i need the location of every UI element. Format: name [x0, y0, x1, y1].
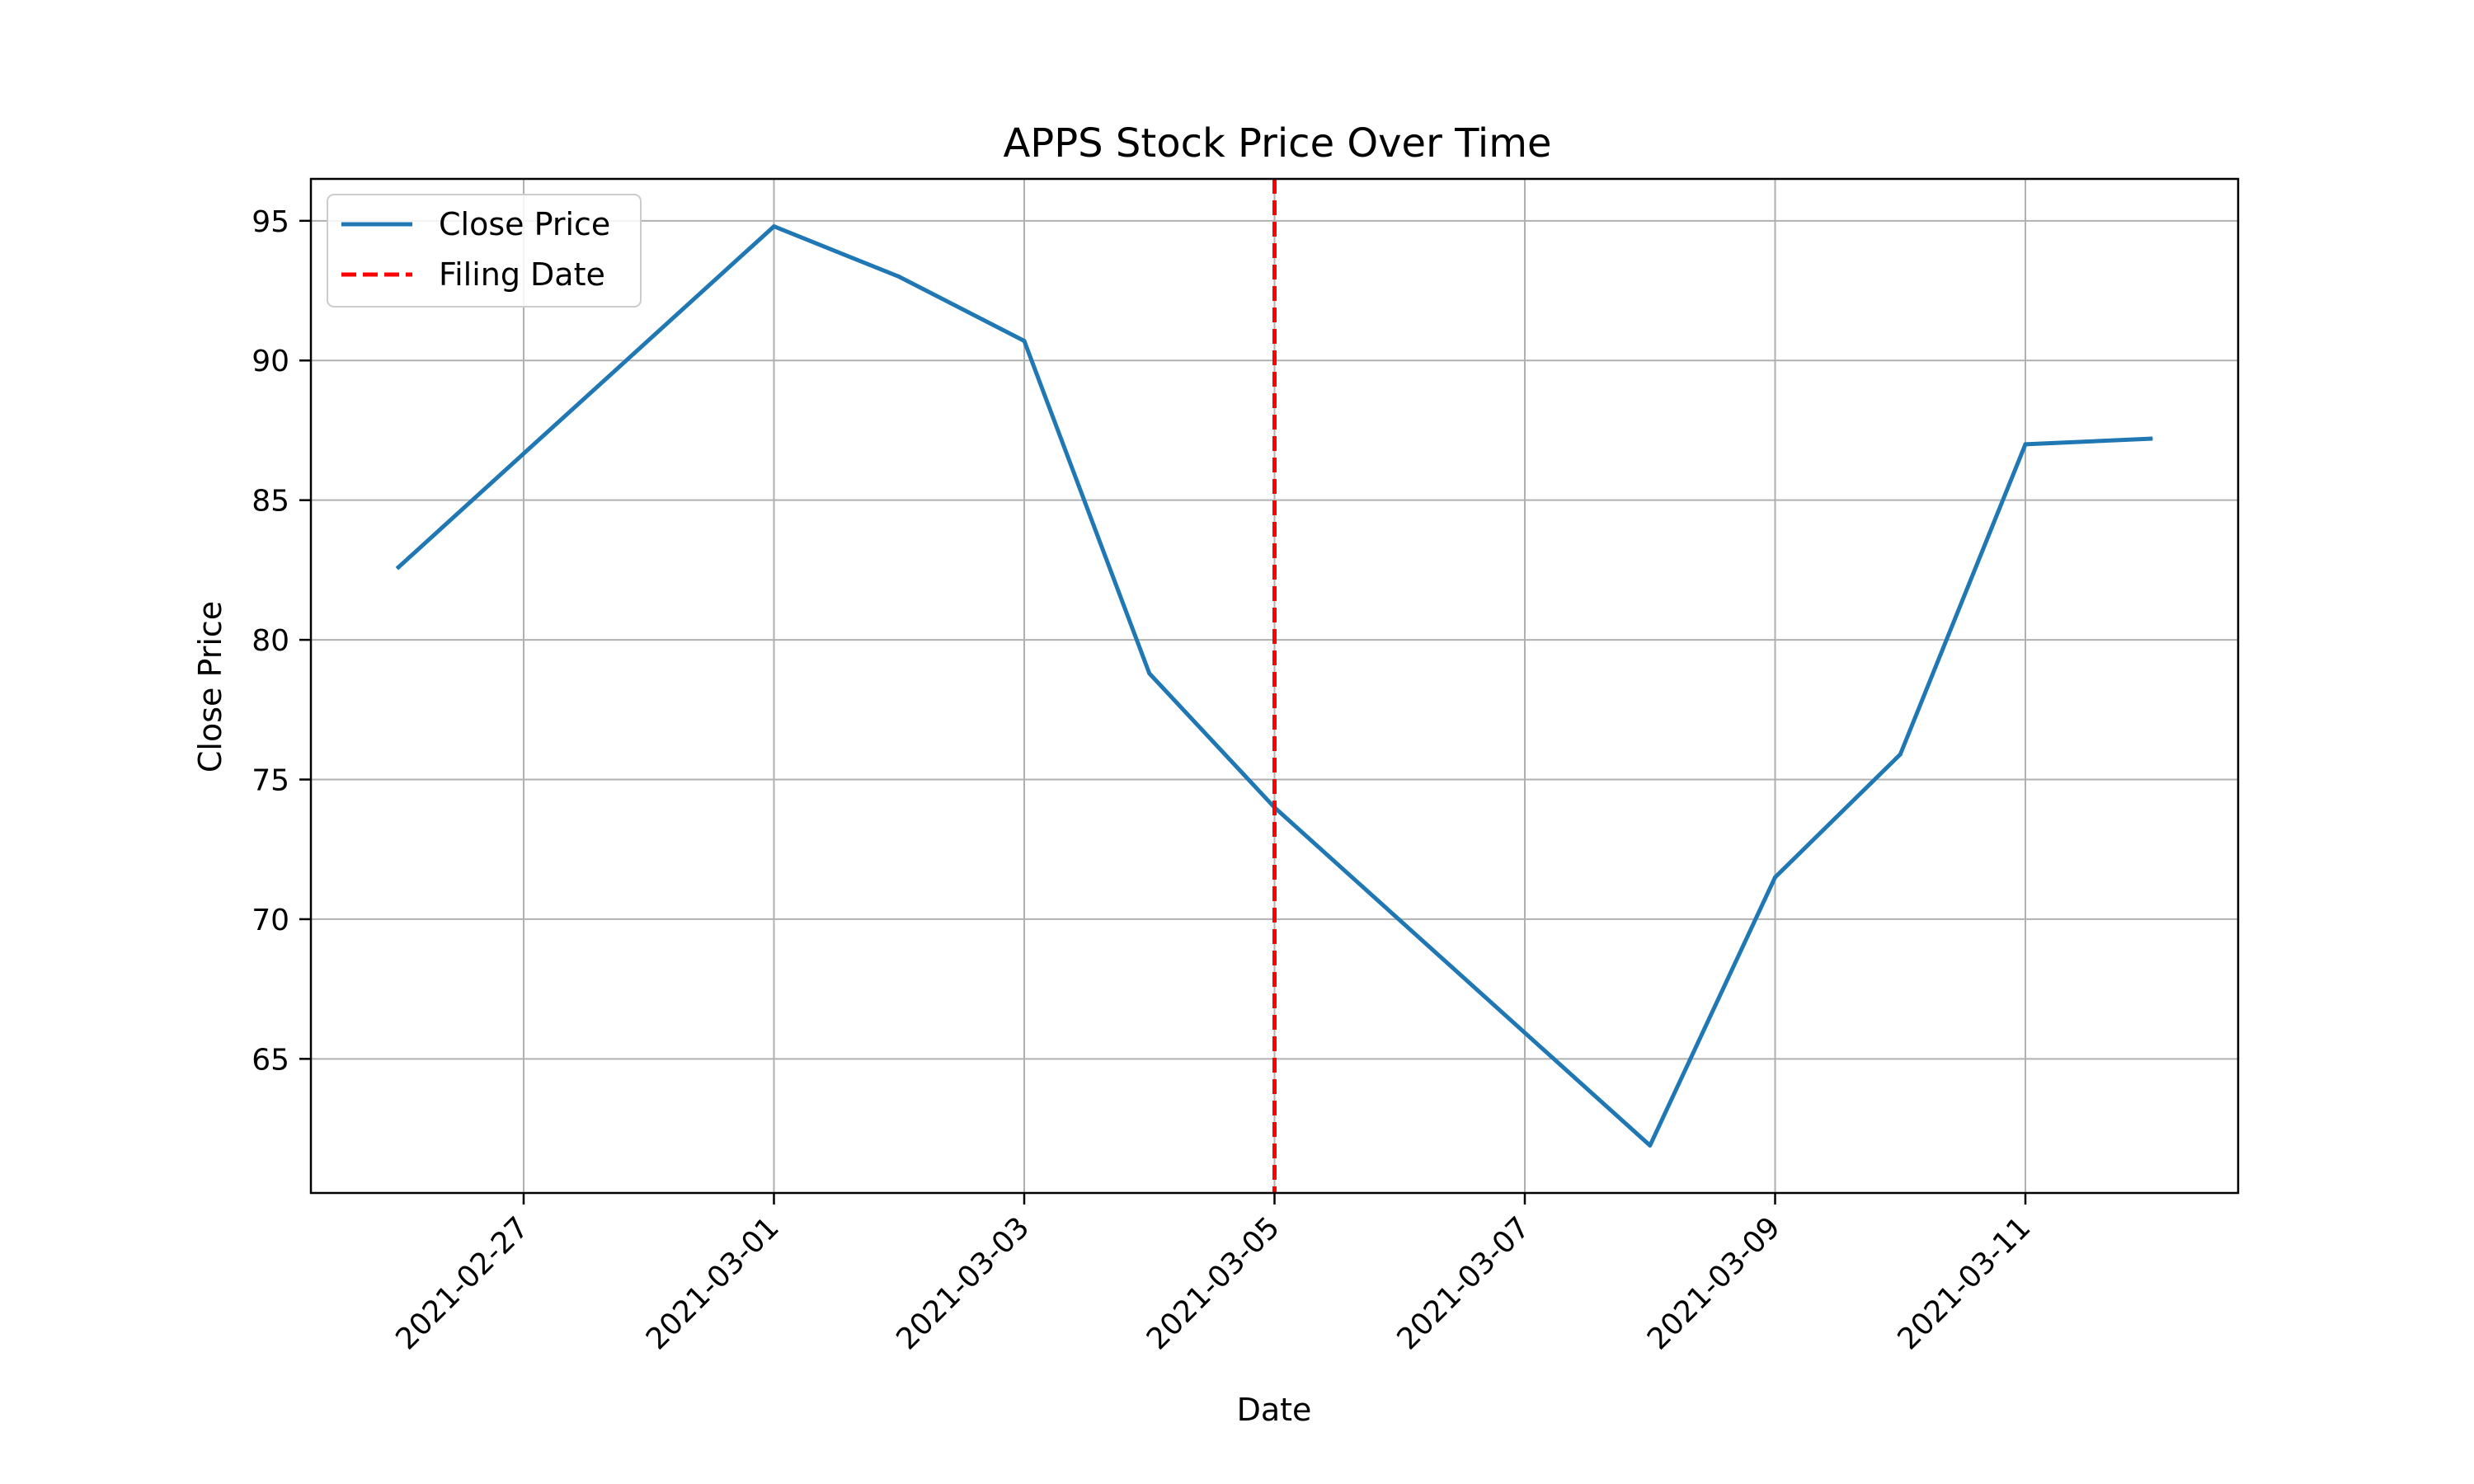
y-tick-label: 80: [252, 624, 289, 658]
y-tick-label: 75: [252, 764, 289, 798]
data-point: [2023, 442, 2028, 447]
data-point: [396, 565, 401, 570]
y-axis-label: Close Price: [192, 601, 228, 773]
y-tick-label: 85: [252, 485, 289, 519]
legend: Close Price Filing Date: [327, 194, 642, 308]
data-point: [896, 275, 901, 279]
legend-label-close-price: Close Price: [439, 206, 610, 242]
y-tick-label: 70: [252, 904, 289, 937]
data-point: [1147, 671, 1152, 676]
legend-label-filing-date: Filing Date: [439, 256, 605, 293]
chart-title: APPS Stock Price Over Time: [1003, 120, 1551, 167]
data-point: [1022, 339, 1027, 344]
data-point: [1648, 1143, 1653, 1148]
x-axis-label: Date: [1237, 1392, 1312, 1428]
data-point: [1898, 752, 1903, 757]
y-tick-label: 90: [252, 345, 289, 378]
data-point: [771, 224, 776, 229]
data-point: [2148, 436, 2153, 441]
data-point: [1773, 875, 1778, 880]
y-tick-label: 65: [252, 1043, 289, 1077]
y-axis-ticks: 65 70 75 80 85 90 95: [252, 205, 311, 1077]
y-tick-label: 95: [252, 205, 289, 239]
